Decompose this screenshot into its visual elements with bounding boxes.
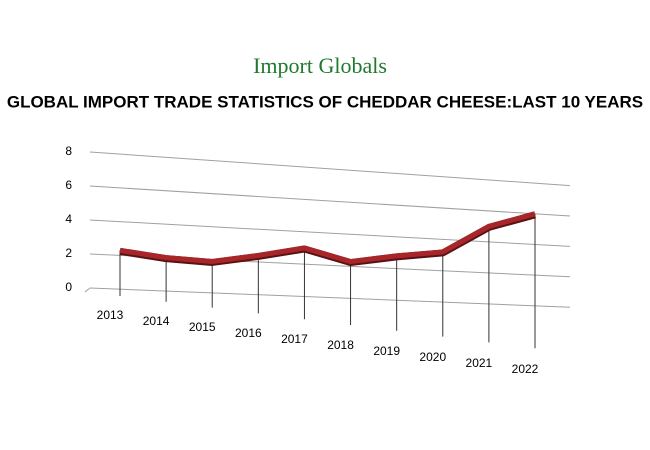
- grid-line: [89, 151, 571, 187]
- x-tick-label: 2021: [466, 356, 493, 370]
- x-tick-label: 2014: [143, 314, 170, 328]
- x-tick-label: 2016: [235, 326, 262, 340]
- x-tick-label: 2018: [327, 338, 354, 352]
- y-tick-label: 0: [65, 280, 72, 294]
- grid-line: [89, 185, 571, 217]
- x-tick-label: 2019: [373, 344, 400, 358]
- x-tick-label: 2013: [97, 308, 124, 322]
- x-tick-label: 2017: [281, 332, 308, 346]
- x-tick-label: 2022: [512, 362, 539, 376]
- line: [119, 211, 536, 265]
- grid-line: [89, 287, 571, 308]
- brand-logo: Import Globals: [253, 53, 387, 78]
- y-tick-label: 6: [65, 178, 72, 192]
- x-tick-label: 2015: [189, 320, 216, 334]
- y-tick-label: 2: [65, 246, 72, 260]
- chart-title: GLOBAL IMPORT TRADE STATISTICS OF CHEDDA…: [7, 92, 643, 111]
- y-tick-label: 4: [65, 212, 72, 226]
- grid-line: [89, 219, 571, 247]
- axis-floor: [84, 287, 91, 293]
- x-tick-label: 2020: [419, 350, 446, 364]
- y-tick-label: 8: [65, 144, 72, 158]
